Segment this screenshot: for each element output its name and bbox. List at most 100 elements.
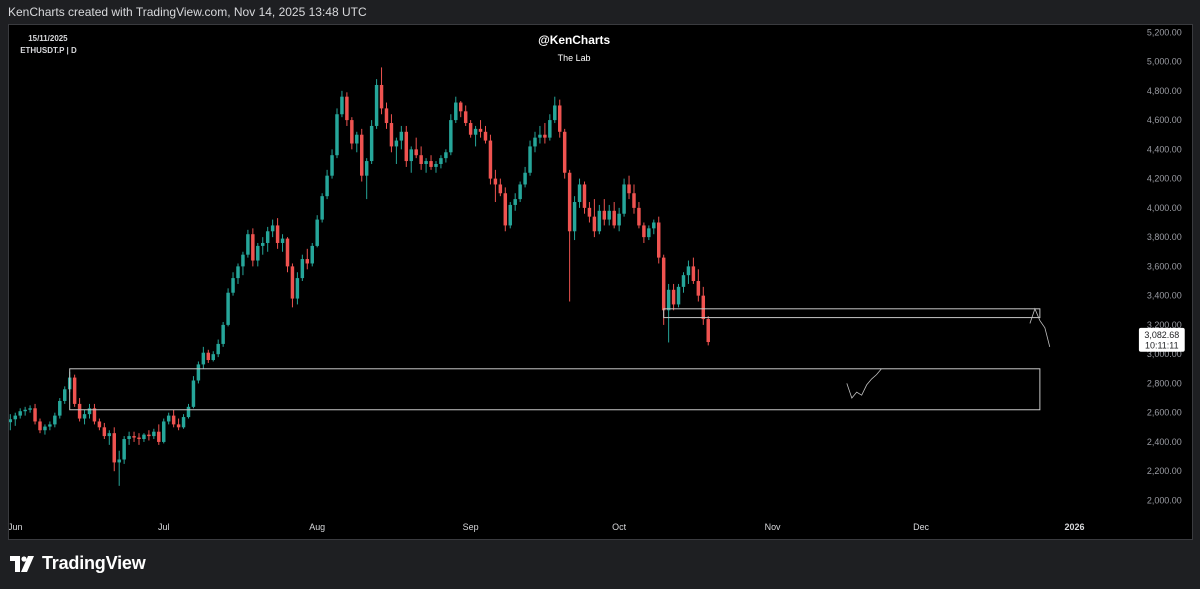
x-tick-label: Jul (158, 522, 169, 532)
candle (548, 114, 552, 141)
y-tick-label: 4,800.00 (1147, 86, 1182, 96)
candle (488, 134, 493, 185)
candle (706, 316, 710, 346)
candle (13, 412, 17, 426)
y-tick-label: 3,600.00 (1147, 261, 1182, 271)
candle (676, 283, 681, 308)
candle (38, 418, 42, 434)
candle (226, 288, 230, 327)
projection-paths (846, 307, 1051, 399)
chart-header: KenCharts created with TradingView.com, … (0, 0, 1200, 24)
candle (152, 428, 156, 440)
y-tick-label: 5,200.00 (1147, 27, 1182, 37)
candle (280, 234, 285, 252)
candle (122, 436, 126, 464)
x-tick-label: Jun (8, 522, 22, 532)
candle (72, 374, 77, 407)
y-tick-label: 4,400.00 (1147, 144, 1182, 154)
candle (567, 169, 572, 302)
tradingview-logo[interactable]: TradingView (10, 553, 146, 574)
x-tick-label: Aug (309, 522, 325, 532)
candle (617, 207, 621, 232)
candle (444, 149, 448, 163)
y-tick-label: 2,800.00 (1147, 378, 1182, 388)
x-tick-label: Nov (765, 522, 781, 532)
subtitle-label: The Lab (558, 53, 591, 63)
candle (330, 149, 334, 179)
candle (236, 263, 240, 284)
tradingview-logo-icon (10, 555, 34, 572)
candle (627, 175, 631, 200)
candle (58, 398, 62, 419)
candle (355, 131, 359, 153)
candle (82, 409, 87, 425)
candle (43, 424, 47, 435)
candle (518, 181, 522, 203)
zones-layer (69, 308, 1041, 411)
candle (176, 418, 181, 431)
candle (409, 146, 413, 173)
candle (186, 403, 191, 419)
candle (196, 361, 201, 384)
x-tick-label: Oct (612, 522, 626, 532)
candle (449, 114, 453, 156)
candle (508, 202, 512, 229)
candle (9, 414, 13, 431)
candle (251, 228, 255, 267)
candle (637, 202, 641, 229)
candle (127, 431, 131, 445)
y-tick-label: 3,800.00 (1147, 232, 1182, 242)
current-price: 3,082.68 (1144, 330, 1179, 340)
candle (246, 229, 250, 258)
candle (63, 386, 67, 404)
candle (582, 181, 587, 214)
candle (587, 202, 592, 223)
current-price-label: 3,082.68 10:11:11 (1138, 327, 1185, 352)
candle (206, 349, 211, 363)
candle (231, 272, 235, 296)
candle (647, 225, 651, 241)
y-tick-label: 3,000.00 (1147, 349, 1182, 359)
candle (572, 196, 577, 241)
candle (577, 178, 582, 208)
y-tick-label: 4,200.00 (1147, 174, 1182, 184)
candle (285, 237, 290, 273)
y-tick-label: 5,000.00 (1147, 57, 1182, 67)
candle (137, 433, 141, 445)
candle (369, 120, 374, 164)
author-label: @KenCharts (538, 33, 610, 47)
x-tick-label: Sep (463, 522, 479, 532)
candle (379, 67, 384, 115)
candle (305, 248, 310, 270)
candle (666, 283, 671, 343)
candle (483, 125, 488, 144)
candle (473, 125, 478, 147)
candle (181, 414, 186, 429)
candle (102, 422, 107, 440)
candle (162, 418, 166, 444)
time-axis[interactable]: Jun Jul Aug Sep Oct Nov Dec 2026 (8, 522, 1085, 532)
candle (364, 158, 369, 200)
candle (592, 199, 597, 238)
candle (493, 169, 498, 203)
candle (562, 128, 567, 179)
candle (701, 286, 706, 325)
candle (503, 187, 508, 232)
candle (597, 204, 602, 235)
price-axis[interactable]: 2,000.00 2,200.00 2,400.00 2,600.00 2,800.00… (1147, 27, 1182, 505)
zone-upper (663, 308, 1041, 319)
candle (256, 242, 260, 267)
projection-path-left (846, 368, 882, 399)
candle (681, 272, 686, 293)
candle (389, 114, 394, 153)
x-tick-label: 2026 (1065, 522, 1085, 532)
candle (325, 169, 329, 200)
y-tick-label: 2,600.00 (1147, 408, 1182, 418)
y-tick-label: 2,000.00 (1147, 495, 1182, 505)
candle (538, 125, 542, 144)
candle (315, 215, 319, 248)
candle (201, 346, 206, 369)
price-chart[interactable]: 2,000.00 2,200.00 2,400.00 2,600.00 2,800.00… (8, 24, 1193, 540)
candle (553, 96, 557, 124)
candle (671, 283, 676, 311)
